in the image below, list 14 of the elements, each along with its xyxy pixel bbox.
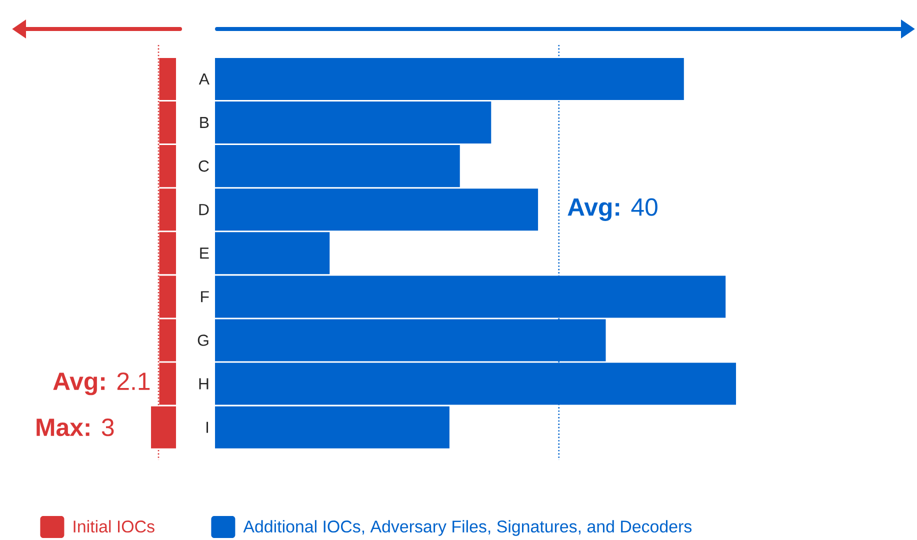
y-tick-label: H	[199, 378, 208, 390]
y-tick-label: C	[198, 160, 209, 172]
y-tick-label: I	[206, 422, 208, 433]
legend-label: Additional IOCs, Adversary Files, Signatures, and Decoders	[243, 520, 692, 536]
y-tick-label: D	[199, 204, 209, 216]
y-tick-label: A	[198, 73, 210, 84]
y-tick-label: E	[200, 248, 209, 259]
annotation: Max: 3	[36, 418, 114, 436]
ref-line-label: Avg: 2.1	[53, 372, 150, 396]
ref-line-label: Avg: 40	[568, 198, 658, 221]
legend-label: Initial IOCs	[74, 520, 154, 533]
y-tick-label: F	[201, 291, 209, 302]
y-tick-label: G	[198, 334, 208, 346]
y-tick-label: B	[200, 117, 209, 128]
